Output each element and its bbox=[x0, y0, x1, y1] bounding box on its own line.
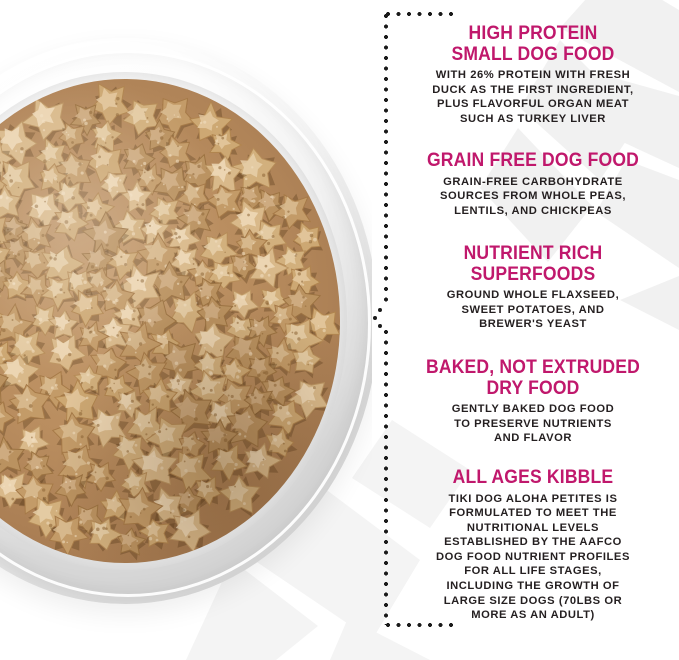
feature-item-all-ages: ALL AGES KIBBLE TIKI DOG ALOHA PETITES I… bbox=[402, 467, 664, 623]
kibble-bowl bbox=[0, 38, 372, 604]
feature-body: GENTLY BAKED DOG FOOD TO PRESERVE NUTRIE… bbox=[451, 403, 615, 445]
feature-title: HIGH PROTEIN SMALL DOG FOOD bbox=[451, 22, 615, 65]
kibble-pile bbox=[0, 79, 340, 563]
dotted-border-top bbox=[386, 12, 458, 16]
product-photo bbox=[0, 38, 372, 604]
notch-dot-1 bbox=[378, 308, 382, 312]
feature-list-panel: HIGH PROTEIN SMALL DOG FOOD WITH 26% PRO… bbox=[372, 0, 679, 660]
feature-title: NUTRIENT RICH SUPERFOODS bbox=[463, 242, 603, 285]
feature-item-high-protein: HIGH PROTEIN SMALL DOG FOOD WITH 26% PRO… bbox=[402, 23, 664, 126]
notch-dot-2 bbox=[373, 316, 377, 320]
feature-item-superfoods: NUTRIENT RICH SUPERFOODS GROUND WHOLE FL… bbox=[402, 243, 664, 332]
dotted-border-left-upper bbox=[384, 14, 388, 304]
feature-item-grain-free: GRAIN FREE DOG FOOD GRAIN-FREE CARBOHYDR… bbox=[402, 150, 664, 218]
feature-body: GROUND WHOLE FLAXSEED, SWEET POTATOES, A… bbox=[446, 289, 620, 331]
kibble-shapes bbox=[0, 83, 340, 561]
feature-body: GRAIN-FREE CARBOHYDRATE SOURCES FROM WHO… bbox=[440, 175, 626, 217]
dotted-border-bottom bbox=[386, 623, 458, 627]
feature-title: ALL AGES KIBBLE bbox=[452, 466, 614, 488]
feature-body: WITH 26% PROTEIN WITH FRESH DUCK AS THE … bbox=[432, 69, 634, 125]
feature-item-baked: BAKED, NOT EXTRUDED DRY FOOD GENTLY BAKE… bbox=[402, 357, 664, 446]
feature-title: GRAIN FREE DOG FOOD bbox=[426, 149, 640, 171]
feature-title: BAKED, NOT EXTRUDED DRY FOOD bbox=[425, 356, 641, 399]
dotted-border-left-lower bbox=[384, 330, 388, 625]
notch-dot-3 bbox=[378, 324, 382, 328]
feature-body: TIKI DOG ALOHA PETITES IS FORMULATED TO … bbox=[436, 492, 630, 622]
